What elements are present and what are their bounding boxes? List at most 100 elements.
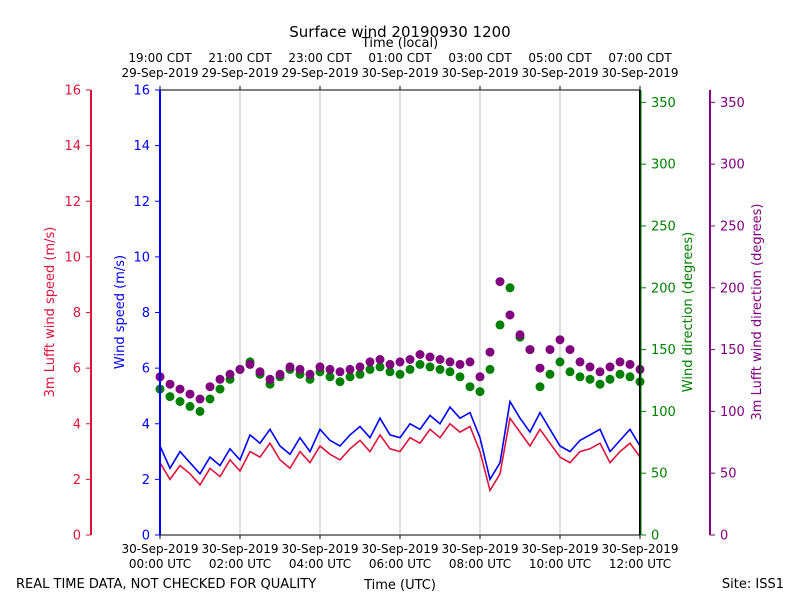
y-tick-label: 8 [73,306,81,321]
bottom-tick-date: 30-Sep-2019 [121,542,198,556]
series-point-lufft-direction [405,355,415,364]
series-point-lufft-direction [235,364,245,374]
top-tick-date: 30-Sep-2019 [521,66,598,80]
bottom-tick-time: 12:00 UTC [609,557,671,571]
y-tick-label: 4 [73,417,81,432]
series-point-lufft-direction [515,330,525,340]
bottom-tick-date: 30-Sep-2019 [201,542,278,556]
series-point-lufft-direction [305,369,315,379]
series-point-wind-direction [425,362,435,372]
series-point-wind-direction [355,369,365,379]
y-tick-label: 150 [720,343,745,358]
y-tick-label: 6 [142,362,150,377]
series-point-wind-direction [165,392,175,402]
y-tick-label: 14 [64,139,81,154]
series-point-wind-direction [595,379,605,389]
series-point-lufft-direction [195,394,205,404]
top-axis-label: Time (local) [361,36,438,51]
series-point-lufft-direction [415,350,425,359]
y-tick-label: 8 [142,306,150,321]
y-tick-label: 14 [133,139,150,154]
series-point-lufft-direction [395,357,405,367]
y-tick-label: 300 [651,158,676,173]
series-point-lufft-direction [525,345,535,355]
series-point-wind-direction [175,397,185,406]
series-point-lufft-direction [315,362,325,372]
top-tick-date: 30-Sep-2019 [361,66,438,80]
top-tick-time: 23:00 CDT [288,51,352,65]
series-point-lufft-direction [485,347,495,357]
top-tick-time: 07:00 CDT [608,51,672,65]
series-point-wind-direction [575,372,585,382]
series-point-wind-direction [615,369,625,379]
series-point-wind-direction [535,382,545,392]
series-point-lufft-direction [625,359,635,369]
series-point-lufft-direction [295,364,305,374]
series-point-wind-direction [475,387,485,397]
series-point-lufft-direction [265,374,275,384]
series-point-lufft-direction [225,369,235,379]
quality-disclaimer: REAL TIME DATA, NOT CHECKED FOR QUALITY [16,577,316,592]
series-point-lufft-direction [455,359,465,369]
y-tick-label: 10 [133,250,150,265]
series-point-lufft-direction [355,362,365,372]
series-point-lufft-direction [435,355,445,364]
bottom-axis-label: Time (UTC) [363,578,436,593]
series-point-lufft-direction [335,367,345,377]
series-point-wind-direction [565,367,575,377]
series-point-lufft-direction [285,362,295,372]
bottom-tick-time: 02:00 UTC [209,557,271,571]
y-tick-label: 2 [73,473,81,488]
series-point-wind-direction [495,320,505,330]
series-point-lufft-direction [365,357,375,367]
top-tick-date: 29-Sep-2019 [281,66,358,80]
top-tick-time: 03:00 CDT [448,51,512,65]
series-point-wind-direction [505,283,515,293]
y-tick-label: 12 [64,195,81,210]
bottom-tick-time: 04:00 UTC [289,557,351,571]
y-tick-label: 0 [720,529,728,544]
y-tick-label: 0 [73,529,81,544]
bottom-tick-date: 30-Sep-2019 [441,542,518,556]
series-point-wind-direction [185,401,195,411]
y-tick-label: 350 [720,96,745,111]
series-point-wind-direction [605,374,615,384]
series-point-wind-direction [325,372,335,382]
bottom-tick-time: 00:00 UTC [129,557,191,571]
y-tick-label: 100 [651,405,676,420]
bottom-tick-date: 30-Sep-2019 [601,542,678,556]
bottom-tick-date: 30-Sep-2019 [521,542,598,556]
y-tick-label: 300 [720,158,745,173]
y-tick-label: 100 [720,405,745,420]
bottom-tick-time: 06:00 UTC [369,557,431,571]
series-point-wind-direction [395,369,405,379]
wind-speed-axis-label: Wind speed (m/s) [113,255,128,369]
series-point-lufft-direction [425,352,435,362]
series-point-wind-direction [585,374,595,384]
top-tick-date: 29-Sep-2019 [201,66,278,80]
series-point-wind-direction [485,364,495,374]
series-point-wind-direction [545,369,555,379]
y-tick-label: 16 [64,84,81,99]
y-tick-label: 12 [133,195,150,210]
series-point-lufft-direction [535,363,545,373]
top-tick-time: 21:00 CDT [208,51,272,65]
y-tick-label: 10 [64,250,81,265]
series-point-wind-direction [385,367,395,377]
series-point-lufft-direction [255,367,265,377]
series-point-wind-direction [465,382,475,392]
series-point-lufft-direction [345,364,355,374]
series-point-lufft-direction [545,345,555,355]
series-point-lufft-direction [505,310,515,320]
chart-title: Surface wind 20190930 1200 [289,23,510,41]
top-tick-time: 01:00 CDT [368,51,432,65]
series-point-wind-direction [445,367,455,377]
y-tick-label: 150 [651,343,676,358]
series-point-wind-direction [215,384,225,394]
series-point-wind-direction [455,372,465,382]
series-point-wind-direction [625,372,635,382]
y-tick-label: 0 [142,529,150,544]
series-point-lufft-direction [385,359,395,369]
series-point-lufft-direction [555,335,565,345]
wind-direction-axis-label: Wind direction (degrees) [681,232,696,392]
